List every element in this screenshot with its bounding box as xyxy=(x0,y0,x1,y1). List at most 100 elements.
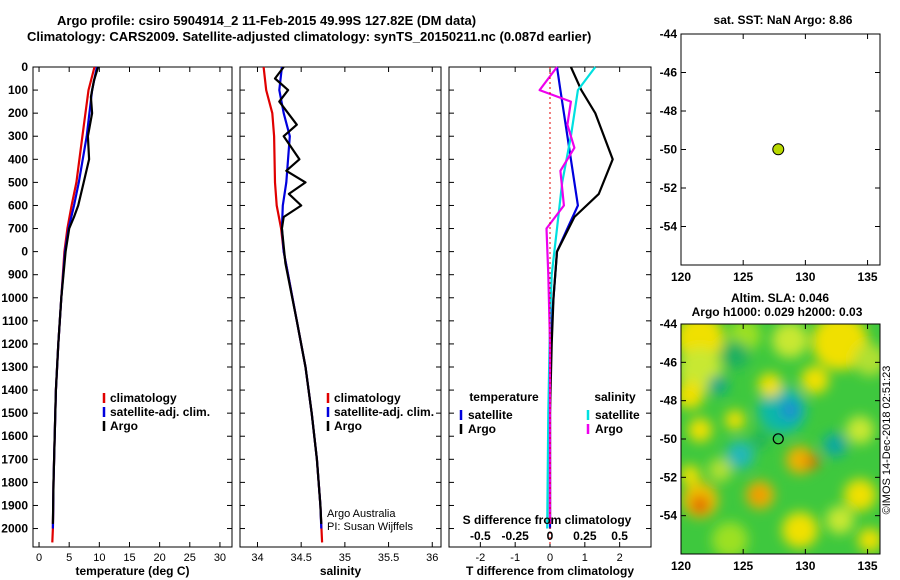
sst-map-ytick-label: -44 xyxy=(660,27,678,41)
sla-blob xyxy=(751,488,765,502)
differences-xtick-label: 2 xyxy=(617,552,623,564)
sst_map-xtick-label: 120 xyxy=(671,270,691,284)
salinity-legend-label: Argo xyxy=(334,419,362,433)
salinity-xlabel: salinity xyxy=(320,564,362,578)
sst_map-ytick-label: -46 xyxy=(660,66,678,80)
argo-float-position-ring xyxy=(772,433,784,445)
depth-tick-label: 1700 xyxy=(1,452,28,466)
depth-tick-label: 1000 xyxy=(1,291,28,305)
sla-blob xyxy=(801,366,829,394)
sla-blob xyxy=(772,324,808,358)
differences-xtick-label: 0 xyxy=(547,552,553,564)
argo-float-position-marker xyxy=(772,143,785,156)
sla-map-title: Altim. SLA: 0.046 xyxy=(731,291,829,305)
temperature-legend-label: climatology xyxy=(110,391,177,405)
salinity-xtick-label: 35.5 xyxy=(378,552,399,564)
sla-blob xyxy=(854,344,880,376)
depth-tick-label: 500 xyxy=(8,175,28,189)
temperature-frame xyxy=(32,66,233,548)
sla-blob xyxy=(846,416,874,444)
salinity-legend-label: satellite-adj. clim. xyxy=(334,405,434,419)
differences-xlabel: T difference from climatology xyxy=(466,564,634,578)
differences-xtick-label: -2 xyxy=(475,552,485,564)
sla-heatmap xyxy=(681,324,880,554)
sla_map-ytick-label: -54 xyxy=(660,509,678,523)
temperature-legend-label: satellite-adj. clim. xyxy=(110,405,210,419)
salinity-difference-tick-label: 0.5 xyxy=(611,529,628,543)
depth-tick-label: 1500 xyxy=(1,406,28,420)
differences-series-t-argo xyxy=(548,66,614,524)
temperature-series-satellite-adj-clim- xyxy=(51,66,98,529)
salinity-series-satellite-adj-clim- xyxy=(278,66,323,529)
temperature-series-argo xyxy=(51,66,100,524)
salinity-xtick-label: 36 xyxy=(426,552,438,564)
imos-side-label: ©IMOS 14-Dec-2018 02:51:23 xyxy=(881,366,893,515)
differences-series-s-argo xyxy=(538,66,576,524)
salinity-series-argo xyxy=(273,66,323,524)
depth-tick-label: 1400 xyxy=(1,383,28,397)
depth-tick-label: 900 xyxy=(8,268,28,282)
diff-legend-salinity-label: satellite xyxy=(595,408,640,422)
annotation-pi: PI: Susan Wijffels xyxy=(327,521,413,533)
depth-tick-label: 1100 xyxy=(2,314,28,328)
sla_map-ytick-label: -48 xyxy=(660,394,678,408)
salinity-difference-tick-label: -0.5 xyxy=(470,529,491,543)
depth-tick-label: 1800 xyxy=(1,475,28,489)
sla-blob xyxy=(725,410,745,430)
temperature-xtick-label: 0 xyxy=(36,552,42,564)
depth-tick-label: 1600 xyxy=(1,429,28,443)
sst_map-ytick-label: -50 xyxy=(660,143,678,157)
sla_map-xtick-label: 130 xyxy=(795,559,815,573)
depth-tick-label: 700 xyxy=(8,222,28,236)
salinity-frame xyxy=(239,66,442,548)
sla-blob xyxy=(752,432,768,448)
sla-blob xyxy=(823,433,847,457)
temperature-xtick-label: 15 xyxy=(123,552,135,564)
depth-tick-label: 400 xyxy=(8,152,28,166)
sla-blob xyxy=(681,381,704,409)
sla-blob xyxy=(726,441,754,469)
sst_map-xtick-label: 130 xyxy=(795,270,815,284)
sst-map-title: sat. SST: NaN Argo: 8.86 xyxy=(714,13,853,27)
differences-xtick-label: -1 xyxy=(510,552,520,564)
sla_map-ytick-label: -46 xyxy=(660,355,678,369)
salinity-legend-label: climatology xyxy=(334,391,401,405)
salinity-xtick-label: 34 xyxy=(251,552,263,564)
salinity-difference-tick-label: -0.25 xyxy=(501,529,529,543)
temperature-xtick-label: 10 xyxy=(93,552,105,564)
depth-tick-label: 1300 xyxy=(1,360,28,374)
depth-tick-label: 600 xyxy=(8,198,28,212)
annotation-argo-australia: Argo Australia xyxy=(327,508,396,520)
sla-blob xyxy=(712,522,748,554)
sla-blob xyxy=(812,324,868,370)
diff-legend-salinity-label: Argo xyxy=(595,422,623,436)
sla-blob xyxy=(782,512,818,548)
depth-tick-label: 1200 xyxy=(1,337,28,351)
temperature-xlabel: temperature (deg C) xyxy=(75,564,189,578)
sst_map-xtick-label: 135 xyxy=(858,270,878,284)
differences-xtick-label: 1 xyxy=(582,552,588,564)
temperature-legend-label: Argo xyxy=(110,419,138,433)
sla-blob xyxy=(708,375,728,395)
sla-blob xyxy=(681,465,700,485)
salinity-difference-tick-label: 0 xyxy=(547,529,554,543)
salinity-xtick-label: 35 xyxy=(339,552,351,564)
sla_map-ytick-label: -44 xyxy=(660,317,678,331)
sla-blobs xyxy=(681,324,880,554)
sla-blob xyxy=(721,341,749,369)
sla_map-ytick-label: -50 xyxy=(660,432,678,446)
sla-blob xyxy=(708,458,732,482)
diff-legend-temperature-title: temperature xyxy=(469,390,539,404)
sla-blob xyxy=(858,528,880,552)
sla-blob xyxy=(826,506,854,534)
sla-map-subtitle: Argo h1000: 0.029 h2000: 0.03 xyxy=(692,305,863,319)
temperature-xtick-label: 30 xyxy=(214,552,226,564)
figure-title-line1: Argo profile: csiro 5904914_2 11-Feb-201… xyxy=(57,13,477,28)
sla-blob xyxy=(805,455,819,469)
sla-blob xyxy=(758,373,782,397)
sla_map-xtick-label: 135 xyxy=(858,559,878,573)
sla_map-xtick-label: 120 xyxy=(671,559,691,573)
sla_map-xtick-label: 125 xyxy=(733,559,753,573)
temperature-xtick-label: 25 xyxy=(184,552,196,564)
